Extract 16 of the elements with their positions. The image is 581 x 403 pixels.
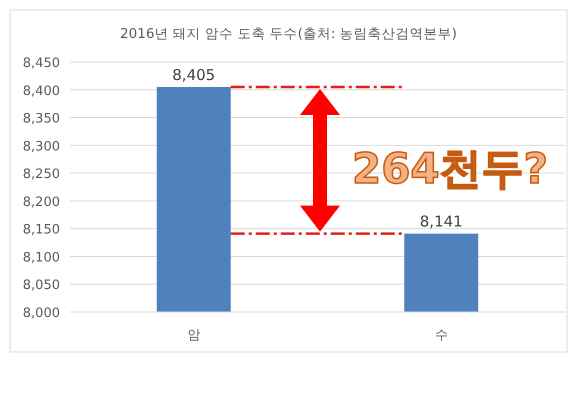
y-tick-label: 8,150 [22,222,60,238]
y-tick-label: 8,000 [22,306,60,321]
y-tick-label: 8,350 [22,112,60,127]
y-tick-label: 8,450 [22,56,60,71]
y-tick-label: 8,100 [22,250,60,266]
data-label: 8,405 [172,66,216,84]
y-tick-label: 8,400 [22,84,60,99]
annotation: 264천두? [352,144,548,193]
y-tick-label: 8,200 [22,194,60,210]
data-label: 8,141 [420,212,463,231]
y-tick-label: 8,050 [22,278,60,294]
chart-title: 2016년 돼지 암수 도축 두수(출처: 농림축산검역본부) [120,26,457,42]
x-tick-label: 암 [187,328,200,343]
y-tick-label: 8,300 [22,139,60,154]
x-tick-label: 수 [434,328,448,343]
y-tick-label: 8,250 [22,167,60,182]
